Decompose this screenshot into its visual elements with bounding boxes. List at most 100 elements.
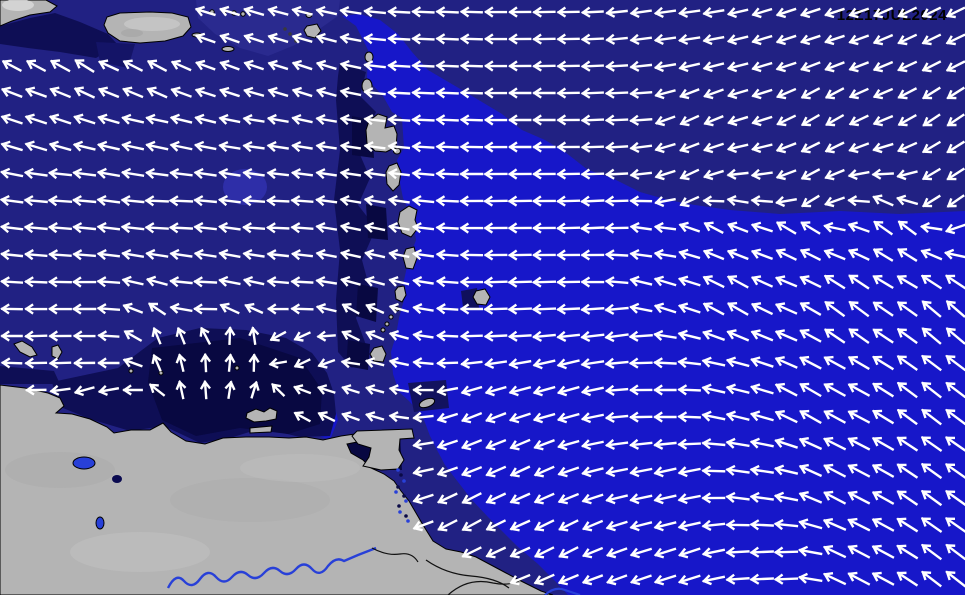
wave-arrow xyxy=(315,5,338,17)
wave-arrow xyxy=(199,352,212,373)
wave-arrow xyxy=(218,113,241,125)
wave-arrow xyxy=(775,142,797,154)
wave-arrow xyxy=(825,113,845,127)
wave-arrow xyxy=(727,302,749,316)
wave-arrow xyxy=(96,167,121,179)
wave-arrow xyxy=(532,60,556,72)
wave-arrow xyxy=(507,330,532,342)
wave-arrow xyxy=(293,411,312,423)
wave-arrow xyxy=(824,328,846,344)
wave-arrow xyxy=(97,357,120,369)
wave-arrow xyxy=(218,275,241,287)
wave-arrow xyxy=(629,60,653,72)
wave-arrow xyxy=(218,168,241,179)
wave-arrow xyxy=(507,222,532,234)
wave-arrow xyxy=(604,276,629,288)
wave-arrow xyxy=(896,327,918,345)
wave-arrow xyxy=(266,303,289,315)
wave-arrow xyxy=(945,300,965,318)
deep-shadow-west-of-grenada xyxy=(346,340,370,370)
wave-arrow xyxy=(437,492,458,505)
wave-arrow xyxy=(556,87,580,99)
wave-arrow xyxy=(412,411,434,423)
wave-arrow xyxy=(726,34,749,46)
wave-arrow xyxy=(703,169,725,181)
wave-arrow xyxy=(365,384,385,395)
wave-arrow xyxy=(848,142,870,154)
wave-arrow xyxy=(532,358,556,370)
ocean-bright-east-region xyxy=(342,14,965,595)
wave-arrow xyxy=(703,221,724,235)
wave-arrow xyxy=(122,86,144,99)
wave-arrow xyxy=(824,34,845,46)
wave-arrow xyxy=(726,61,749,73)
wave-arrow xyxy=(798,463,823,478)
wave-arrow xyxy=(558,546,579,559)
wave-arrow xyxy=(532,114,556,126)
venezuela-relief-1 xyxy=(5,452,115,488)
wave-arrow xyxy=(872,142,894,154)
wave-arrow xyxy=(48,330,72,342)
wave-arrow xyxy=(363,60,386,72)
st-kitts-nevis xyxy=(288,32,292,36)
wave-arrow xyxy=(871,544,895,559)
delta-marsh-dark xyxy=(399,473,403,477)
wave-arrow xyxy=(847,195,870,207)
wave-arrow xyxy=(678,34,701,45)
wave-arrow xyxy=(872,33,894,46)
wave-arrow xyxy=(800,113,821,127)
wave-arrow xyxy=(774,382,798,397)
wave-arrow xyxy=(580,60,604,72)
wave-arrow xyxy=(315,59,337,71)
wave-arrow xyxy=(873,220,894,236)
wave-arrow xyxy=(48,113,72,125)
wave-arrow xyxy=(340,275,361,287)
wave-arrow xyxy=(339,59,362,71)
wave-arrow xyxy=(507,249,532,261)
wave-arrow xyxy=(97,385,120,396)
wave-arrow xyxy=(175,353,187,373)
wave-arrow xyxy=(24,384,47,396)
wave-arrow xyxy=(483,60,508,72)
wave-arrow xyxy=(749,410,774,422)
wave-arrow xyxy=(96,276,121,288)
wave-arrow xyxy=(677,411,701,423)
wave-arrow xyxy=(677,302,701,314)
wave-arrow xyxy=(679,168,700,181)
wave-arrow xyxy=(872,328,894,344)
wave-arrow xyxy=(945,570,965,588)
wave-arrow xyxy=(435,222,459,234)
wave-arrow xyxy=(677,493,701,505)
wave-arrow xyxy=(271,383,286,397)
wave-arrow xyxy=(291,5,313,17)
wave-arrow xyxy=(411,195,435,207)
wave-arrow xyxy=(242,167,265,180)
wave-arrow xyxy=(946,167,965,181)
wave-arrow xyxy=(946,113,965,127)
wave-arrow xyxy=(96,303,121,315)
wave-arrow xyxy=(702,329,726,342)
wave-arrow xyxy=(653,520,677,532)
wave-arrow xyxy=(823,463,847,478)
wave-arrow xyxy=(363,167,386,180)
wave-arrow xyxy=(437,519,458,532)
wave-arrow xyxy=(677,438,701,450)
wave-arrow xyxy=(726,329,750,342)
wave-arrow xyxy=(341,329,361,342)
wave-arrow xyxy=(388,275,410,287)
wave-arrow xyxy=(48,140,72,152)
wave-arrow xyxy=(317,411,336,423)
wave-arrow xyxy=(363,195,386,206)
wave-arrow xyxy=(459,195,484,207)
wave-arrow xyxy=(679,114,700,127)
wave-arrow xyxy=(219,302,240,315)
wave-arrow xyxy=(508,87,532,99)
wave-arrow xyxy=(556,168,580,180)
wave-arrow xyxy=(703,142,725,154)
wave-arrow xyxy=(291,86,313,98)
wave-arrow xyxy=(581,439,604,451)
wave-arrow xyxy=(194,5,216,17)
wave-arrow xyxy=(604,141,629,153)
wave-arrow xyxy=(580,412,605,424)
wave-arrow xyxy=(922,113,941,127)
